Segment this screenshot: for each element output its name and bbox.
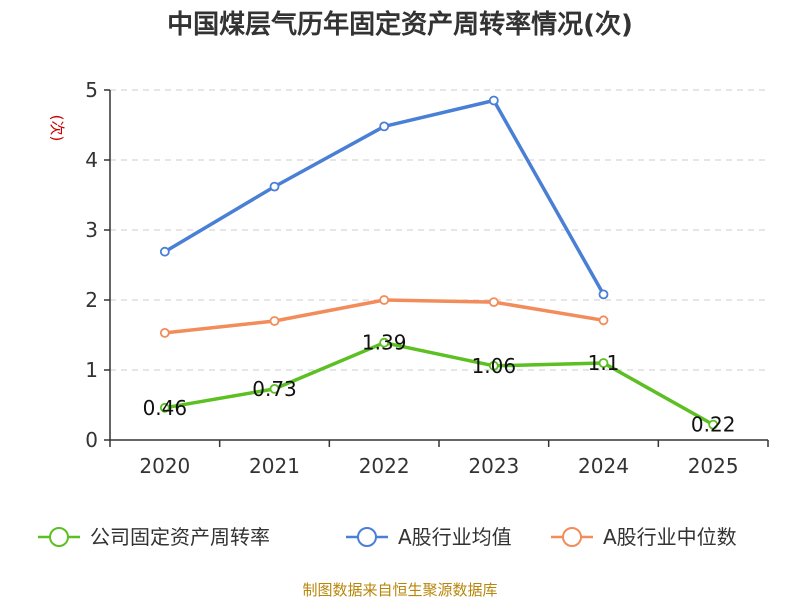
data-point[interactable]	[159, 402, 170, 413]
legend-item-2[interactable]: A股行业中位数	[551, 525, 737, 549]
data-point[interactable]	[488, 360, 499, 371]
series-2	[159, 295, 609, 338]
y-tick-label: 0	[85, 428, 98, 452]
data-point[interactable]	[488, 95, 499, 106]
data-point[interactable]	[598, 358, 609, 368]
series-0	[159, 337, 719, 430]
x-tick-label: 2025	[688, 454, 739, 478]
series-group	[159, 95, 719, 430]
data-point[interactable]	[159, 246, 170, 257]
data-label: 0.22	[691, 413, 736, 437]
data-point[interactable]	[379, 295, 390, 305]
legend-item-0[interactable]: 公司固定资产周转率	[38, 525, 270, 549]
data-label: 0.46	[143, 396, 188, 420]
data-point[interactable]	[379, 337, 390, 348]
data-label: 1.06	[472, 354, 517, 378]
data-point[interactable]	[269, 316, 280, 326]
legend-label: A股行业均值	[398, 525, 512, 549]
data-point[interactable]	[159, 327, 170, 338]
x-tick-label: 2023	[468, 454, 519, 478]
data-labels: 0.46 0.73 1.39 1.06 1.1 0.22	[143, 331, 736, 437]
data-label: 1.39	[362, 331, 407, 355]
axes: 0 1 2 3 4 5 2020 2021 2022 2023 2024 2025	[85, 78, 769, 478]
data-point[interactable]	[708, 419, 719, 430]
data-point[interactable]	[269, 383, 280, 394]
data-point[interactable]	[598, 315, 609, 326]
source-note: 制图数据来自恒生聚源数据库	[302, 581, 497, 599]
legend[interactable]: 公司固定资产周转率 A股行业均值 A股行业中位数	[38, 525, 737, 549]
x-tick-label: 2024	[578, 454, 629, 478]
data-label: 0.73	[252, 377, 297, 401]
legend-item-1[interactable]: A股行业均值	[346, 525, 512, 549]
legend-swatch-marker	[49, 527, 69, 547]
legend-label: A股行业中位数	[603, 525, 737, 549]
data-label: 1.1	[588, 351, 620, 375]
legend-swatch-marker	[357, 527, 377, 547]
data-point[interactable]	[488, 297, 499, 308]
data-point[interactable]	[379, 121, 390, 132]
legend-label: 公司固定资产周转率	[90, 525, 270, 549]
y-axis-label: (次)	[48, 115, 66, 142]
y-tick-label: 5	[85, 78, 98, 102]
chart-title: 中国煤层气历年固定资产周转率情况(次)	[167, 9, 633, 40]
x-tick-label: 2020	[139, 454, 190, 478]
y-tick-label: 2	[85, 288, 98, 312]
y-tick-label: 3	[85, 218, 98, 242]
series-line	[164, 298, 604, 335]
y-tick-label: 4	[85, 148, 98, 172]
data-point[interactable]	[598, 289, 609, 300]
series-line	[164, 340, 715, 427]
x-tick-label: 2022	[359, 454, 410, 478]
legend-swatch-marker	[562, 527, 582, 547]
y-tick-label: 1	[85, 358, 98, 382]
series-1	[159, 95, 609, 300]
x-tick-label: 2021	[249, 454, 300, 478]
data-point[interactable]	[269, 181, 280, 192]
